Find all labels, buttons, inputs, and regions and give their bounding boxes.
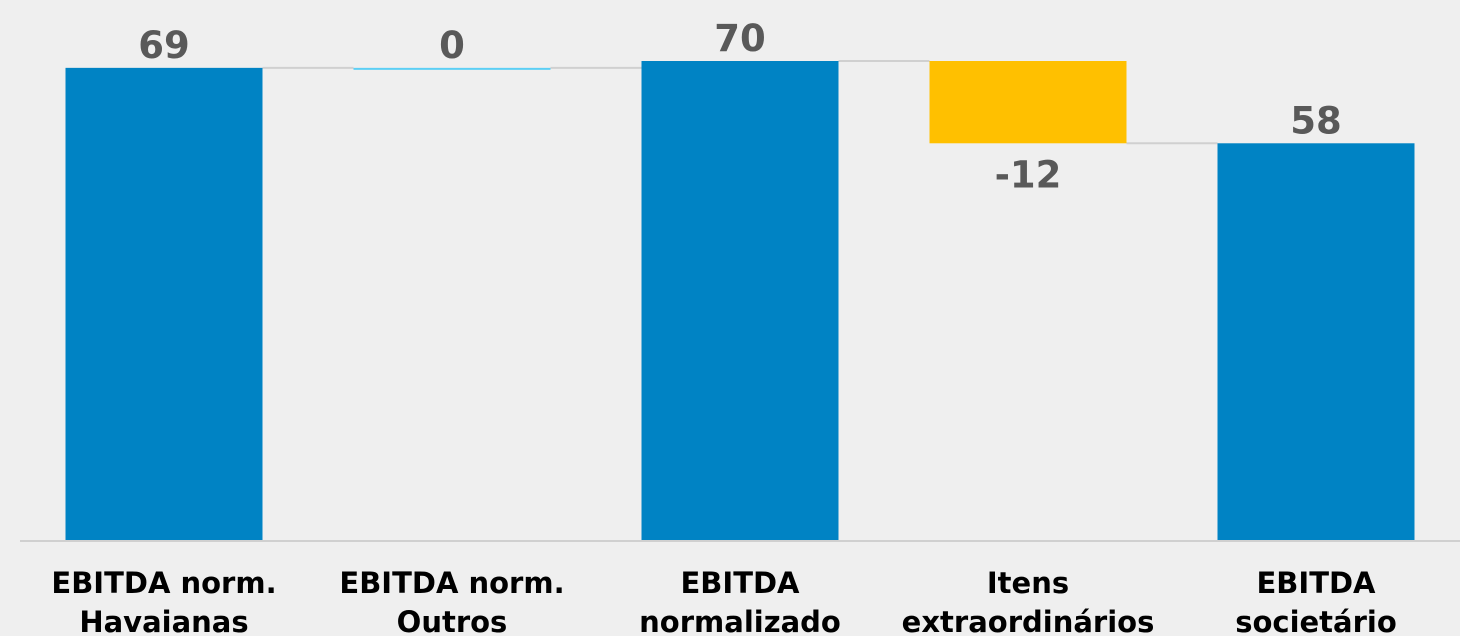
bar [641, 61, 839, 541]
x-tick-label: Havaianas [79, 605, 248, 636]
x-tick-label: EBITDA [680, 566, 800, 600]
bar [1217, 143, 1415, 542]
x-tick-label: EBITDA norm. [51, 566, 276, 600]
value-label: 0 [439, 24, 465, 67]
x-tick-label: EBITDA [1256, 566, 1376, 600]
x-tick-label: Outros [397, 605, 508, 636]
x-tick-label: Itens [987, 566, 1069, 600]
value-label: -12 [995, 153, 1062, 196]
value-label: 69 [138, 24, 190, 67]
bar [65, 67, 263, 541]
x-tick-label: societário [1235, 605, 1397, 636]
bar [929, 61, 1127, 144]
value-label: 70 [714, 17, 766, 60]
value-label: 58 [1290, 99, 1342, 142]
x-tick-label: extraordinários [902, 605, 1155, 636]
x-tick-label: EBITDA norm. [339, 566, 564, 600]
x-tick-label: normalizado [639, 605, 841, 636]
bar [353, 67, 551, 70]
